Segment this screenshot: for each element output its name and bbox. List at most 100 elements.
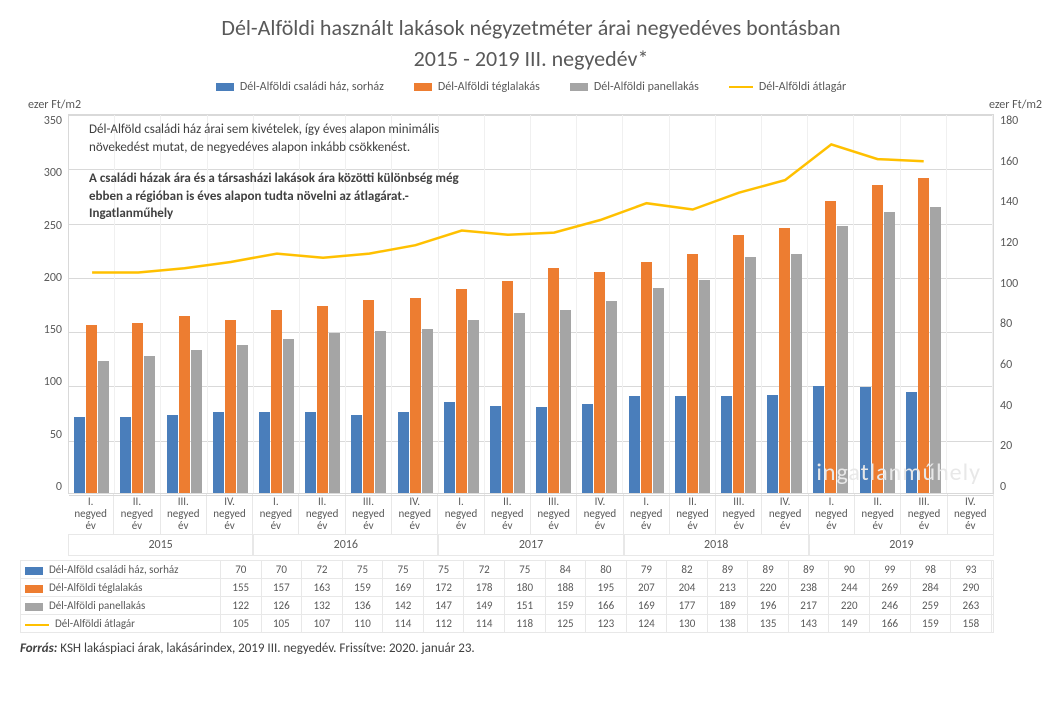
legend: Dél-Alföldi családi ház, sorház Dél-Alföl… [20,80,1042,94]
x-tick-quarter: IV.negyedév [762,494,808,535]
legend-swatch [216,83,234,91]
bar-group [947,115,993,493]
bar [490,406,501,493]
table-cell: 169 [626,597,667,615]
bar [872,185,883,493]
table-cell: 172 [423,579,464,597]
y-tick: 300 [26,166,62,180]
table-cell: 142 [383,597,424,615]
table-cell: 123 [586,615,627,633]
bar [271,310,282,493]
bar [167,415,178,493]
data-table: Dél-Alföld családi ház, sorház7070727575… [20,560,994,633]
x-tick-quarter: II.negyedév [114,494,160,535]
bar [444,402,455,493]
y-tick: 200 [26,271,62,285]
table-cell: 79 [626,561,667,579]
table-cell: 157 [261,579,302,597]
annotation-p1: Dél-Alföld családi ház árai sem kivétele… [89,121,489,156]
table-cell: 72 [464,561,505,579]
x-tick-quarter: II.negyedév [299,494,345,535]
x-tick-quarter: I.negyedév [68,494,114,535]
bar [514,313,525,493]
bar [930,207,941,493]
table-cell: 220 [748,579,789,597]
table-cell: 149 [464,597,505,615]
x-tick-quarter: III.negyedév [531,494,577,535]
table-cell [991,597,993,615]
table-cell [991,561,993,579]
axis-title-row: ezer Ft/m2 ezer Ft/m2 [20,98,1042,112]
bar [144,356,155,493]
legend-item: Dél-Alföldi családi ház, sorház [216,80,384,94]
table-cell: 135 [748,615,789,633]
bar [594,272,605,493]
table-cell [991,615,993,633]
x-tick-quarter: II.negyedév [670,494,716,535]
y-tick: 180 [1000,114,1036,128]
legend-swatch [414,83,432,91]
chart-area: 350300250200150100500 Dél-Alföld családi… [20,114,1042,494]
table-row: Dél-Alföldi panellakás122126132136142147… [21,597,994,615]
bar [918,178,929,493]
watermark: ingatlanműhely [816,458,981,487]
chart-title-line2: 2015 - 2019 III. negyedév* [20,45,1042,72]
annotation-box: Dél-Alföld családi ház árai sem kivétele… [89,121,489,223]
table-cell: 136 [342,597,383,615]
bar-group [531,115,577,493]
bar [191,350,202,493]
legend-item: Dél-Alföldi átlagár [729,80,846,94]
x-tick-quarter: IV.negyedév [207,494,253,535]
table-row-label: Dél-Alföld családi ház, sorház [21,561,221,579]
y-tick: 0 [26,480,62,494]
table-cell: 166 [870,615,911,633]
table-cell: 259 [910,597,951,615]
bar [606,301,617,493]
table-cell: 89 [748,561,789,579]
table-row-label: Dél-Alföldi átlagár [21,615,221,633]
bar [745,257,756,493]
x-tick-quarter: I.negyedév [809,494,855,535]
bar [213,412,224,493]
x-tick-quarter: I.negyedév [624,494,670,535]
table-cell: 284 [910,579,951,597]
y-left-label: ezer Ft/m2 [28,98,81,112]
x-tick-quarter: III.negyedév [716,494,762,535]
x-tick-quarter: II.negyedév [855,494,901,535]
bar [283,339,294,493]
table-swatch [25,624,49,626]
source-text: KSH lakáspiaci árak, lakásárindex, 2019 … [57,641,474,656]
source-line: Forrás: KSH lakáspiaci árak, lakásárinde… [20,641,1042,656]
bar [86,325,97,493]
table-cell: 158 [951,615,992,633]
x-tick-year: 2018 [624,535,809,556]
table-cell: 75 [504,561,545,579]
bar [653,288,664,493]
table-cell: 263 [951,597,992,615]
table-cell: 177 [667,597,708,615]
table-cell: 149 [829,615,870,633]
table-swatch [25,603,43,611]
bar [687,254,698,493]
table-cell: 246 [870,597,911,615]
bar [98,361,109,493]
table-cell: 118 [504,615,545,633]
table-cell: 126 [261,597,302,615]
table-cell: 82 [667,561,708,579]
table-cell: 188 [545,579,586,597]
table-row: Dél-Alföld családi ház, sorház7070727575… [21,561,994,579]
table-cell: 89 [707,561,748,579]
table-cell: 75 [423,561,464,579]
table-cell: 98 [910,561,951,579]
bar [259,412,270,493]
bar [884,212,895,493]
legend-item: Dél-Alföldi panellakás [570,80,699,94]
bar [560,310,571,493]
y-tick: 120 [1000,236,1036,250]
table-cell: 107 [302,615,343,633]
bar [582,404,593,493]
y-tick: 60 [1000,358,1036,372]
table-cell: 99 [870,561,911,579]
table-cell: 163 [302,579,343,597]
x-tick-year: 2019 [809,535,994,556]
